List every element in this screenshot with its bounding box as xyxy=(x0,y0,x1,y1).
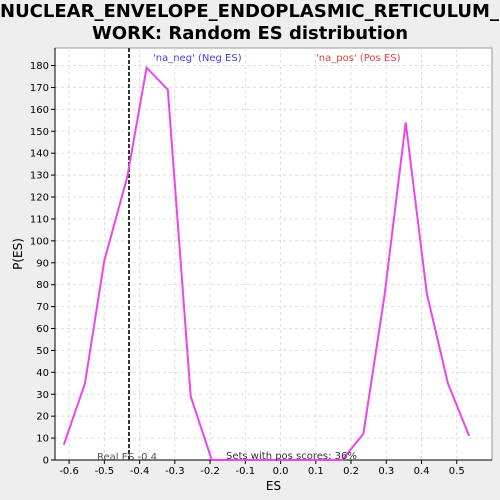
y-tick-label: 170 xyxy=(30,83,49,94)
y-tick-labels: 0 10 20 30 40 50 60 70 80 90 100 110 120 130 140 150 160… xyxy=(30,61,49,466)
neg-es-label: 'na_neg' (Neg ES) xyxy=(153,53,242,64)
y-tick-label: 80 xyxy=(36,280,49,291)
series-line xyxy=(62,65,471,461)
y-axis-label: P(ES) xyxy=(11,238,25,270)
y-tick-label: 70 xyxy=(36,302,49,313)
x-tick-label: -0.6 xyxy=(59,466,79,477)
x-tick-label: 0.1 xyxy=(308,466,324,477)
series-lines xyxy=(62,65,471,461)
y-tick-label: 110 xyxy=(30,214,49,225)
plot-area xyxy=(54,47,493,461)
y-tick-label: 30 xyxy=(36,390,49,401)
x-tick-label: 0.0 xyxy=(273,466,289,477)
grid-lines xyxy=(55,48,492,461)
y-tick-label: 50 xyxy=(36,346,49,357)
y-tick-label: 90 xyxy=(36,258,49,269)
x-tick-label: -0.3 xyxy=(165,466,185,477)
y-tick-label: 100 xyxy=(30,236,49,247)
x-tick-label: 0.2 xyxy=(343,466,359,477)
y-tick-label: 20 xyxy=(36,412,49,423)
y-tick-label: 180 xyxy=(30,61,49,72)
x-tick-labels: -0.6 -0.5 -0.4 -0.3 -0.2 -0.1 0.0 0.1 0.2 0.3 0.4 0… xyxy=(59,466,464,477)
chart-title-line-1: NUCLEAR_ENVELOPE_ENDOPLASMIC_RETICULUM_N… xyxy=(0,1,500,22)
y-tick-label: 140 xyxy=(30,149,49,160)
y-tick-label: 40 xyxy=(36,368,49,379)
x-tick-label: -0.2 xyxy=(200,466,220,477)
pos-es-label: 'na_pos' (Pos ES) xyxy=(316,53,401,64)
real-es-label: Real ES -0.4 xyxy=(97,452,157,463)
x-tick-label: -0.4 xyxy=(130,466,150,477)
x-tick-label: 0.3 xyxy=(378,466,394,477)
y-tick-label: 0 xyxy=(43,456,49,467)
y-tick-label: 130 xyxy=(30,171,49,182)
x-tick-label: -0.1 xyxy=(236,466,256,477)
y-tick-label: 160 xyxy=(30,105,49,116)
x-tick-label: 0.5 xyxy=(449,466,465,477)
x-tick-label: 0.4 xyxy=(414,466,430,477)
x-axis-label: ES xyxy=(266,479,281,493)
chart-title-line-2: WORK: Random ES distribution xyxy=(91,23,409,44)
pos-scores-note: Sets with pos scores: 36% xyxy=(226,451,357,462)
y-tick-label: 150 xyxy=(30,127,49,138)
y-tick-label: 60 xyxy=(36,324,49,335)
x-tick-label: -0.5 xyxy=(95,466,115,477)
y-tick-label: 120 xyxy=(30,193,49,204)
y-tick-label: 10 xyxy=(36,434,49,445)
